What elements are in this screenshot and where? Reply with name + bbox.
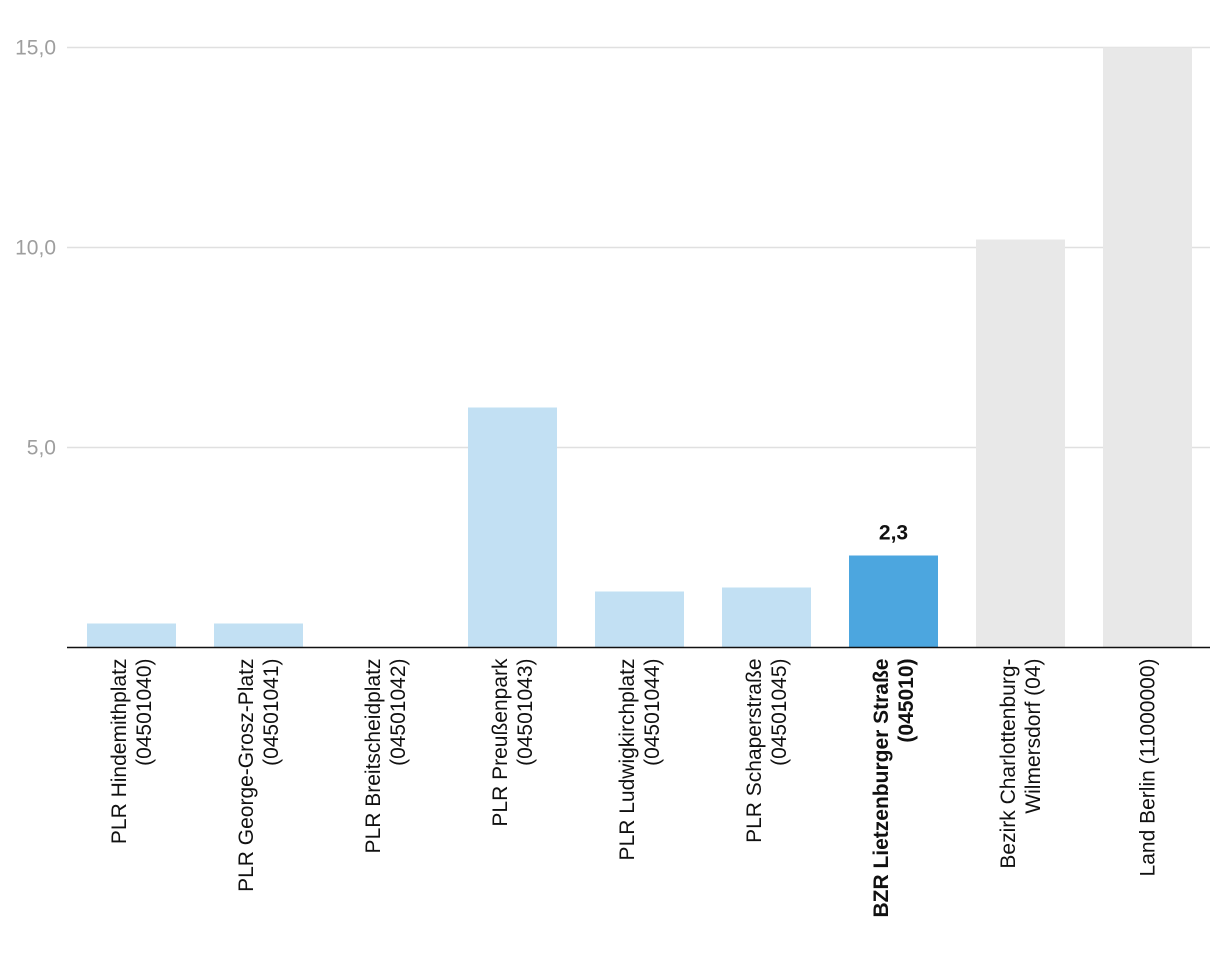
category-label: Bezirk Charlottenburg- — [997, 658, 1020, 868]
category-label-group: BZR Lietzenburger Straße (045010) — [870, 659, 918, 918]
bar — [722, 587, 811, 648]
category-label-group: PLR Ludwigkirchplatz (04501044) — [616, 659, 664, 861]
category-label-group: PLR Breitscheidplatz (04501042) — [362, 659, 410, 854]
category-label-group: PLR Preußenpark (04501043) — [489, 658, 537, 827]
category-label: PLR Ludwigkirchplatz — [616, 659, 639, 861]
bar — [595, 591, 684, 648]
category-label: Land Berlin (11000000) — [1137, 659, 1160, 877]
category-label: (04501041) — [260, 659, 283, 766]
category-label: PLR George-Grosz-Platz — [235, 659, 258, 892]
y-tick-label: 5,0 — [27, 437, 56, 460]
bar — [976, 239, 1065, 648]
bar — [214, 623, 303, 648]
category-label-group: PLR George-Grosz-Platz (04501041) — [235, 659, 283, 892]
category-label: PLR Schaperstraße — [743, 659, 766, 843]
bar — [468, 407, 557, 648]
category-label: (04501044) — [641, 659, 664, 766]
category-label: PLR Breitscheidplatz — [362, 659, 385, 854]
category-label: (04501043) — [514, 659, 537, 766]
y-tick-label: 15,0 — [15, 37, 56, 60]
category-labels: PLR Hindemithplatz (04501040) PLR George-G… — [108, 658, 1160, 918]
category-label: PLR Hindemithplatz — [108, 659, 131, 845]
bar — [1103, 47, 1192, 648]
bar — [87, 623, 176, 648]
y-tick-label: 10,0 — [15, 237, 56, 260]
category-label: BZR Lietzenburger Straße — [870, 659, 893, 918]
category-label: (04501040) — [133, 659, 156, 766]
data-label: 2,3 — [879, 522, 908, 545]
category-label: (04501042) — [387, 659, 410, 766]
bars — [87, 47, 1192, 648]
category-label: (045010) — [895, 659, 918, 743]
category-label-group: Bezirk Charlottenburg- Wilmersdorf (04) — [997, 658, 1045, 868]
category-label: Wilmersdorf (04) — [1022, 659, 1045, 814]
category-label: PLR Preußenpark — [489, 658, 512, 827]
category-label: (04501045) — [768, 659, 791, 766]
category-label-group: PLR Schaperstraße (04501045) — [743, 659, 791, 843]
category-label-group: Land Berlin (11000000) — [1137, 659, 1160, 877]
category-label-group: PLR Hindemithplatz (04501040) — [108, 659, 156, 845]
bar — [849, 555, 938, 648]
y-axis-ticks: 5,0 10,0 15,0 — [15, 37, 56, 460]
data-labels: 2,3 — [879, 522, 908, 545]
